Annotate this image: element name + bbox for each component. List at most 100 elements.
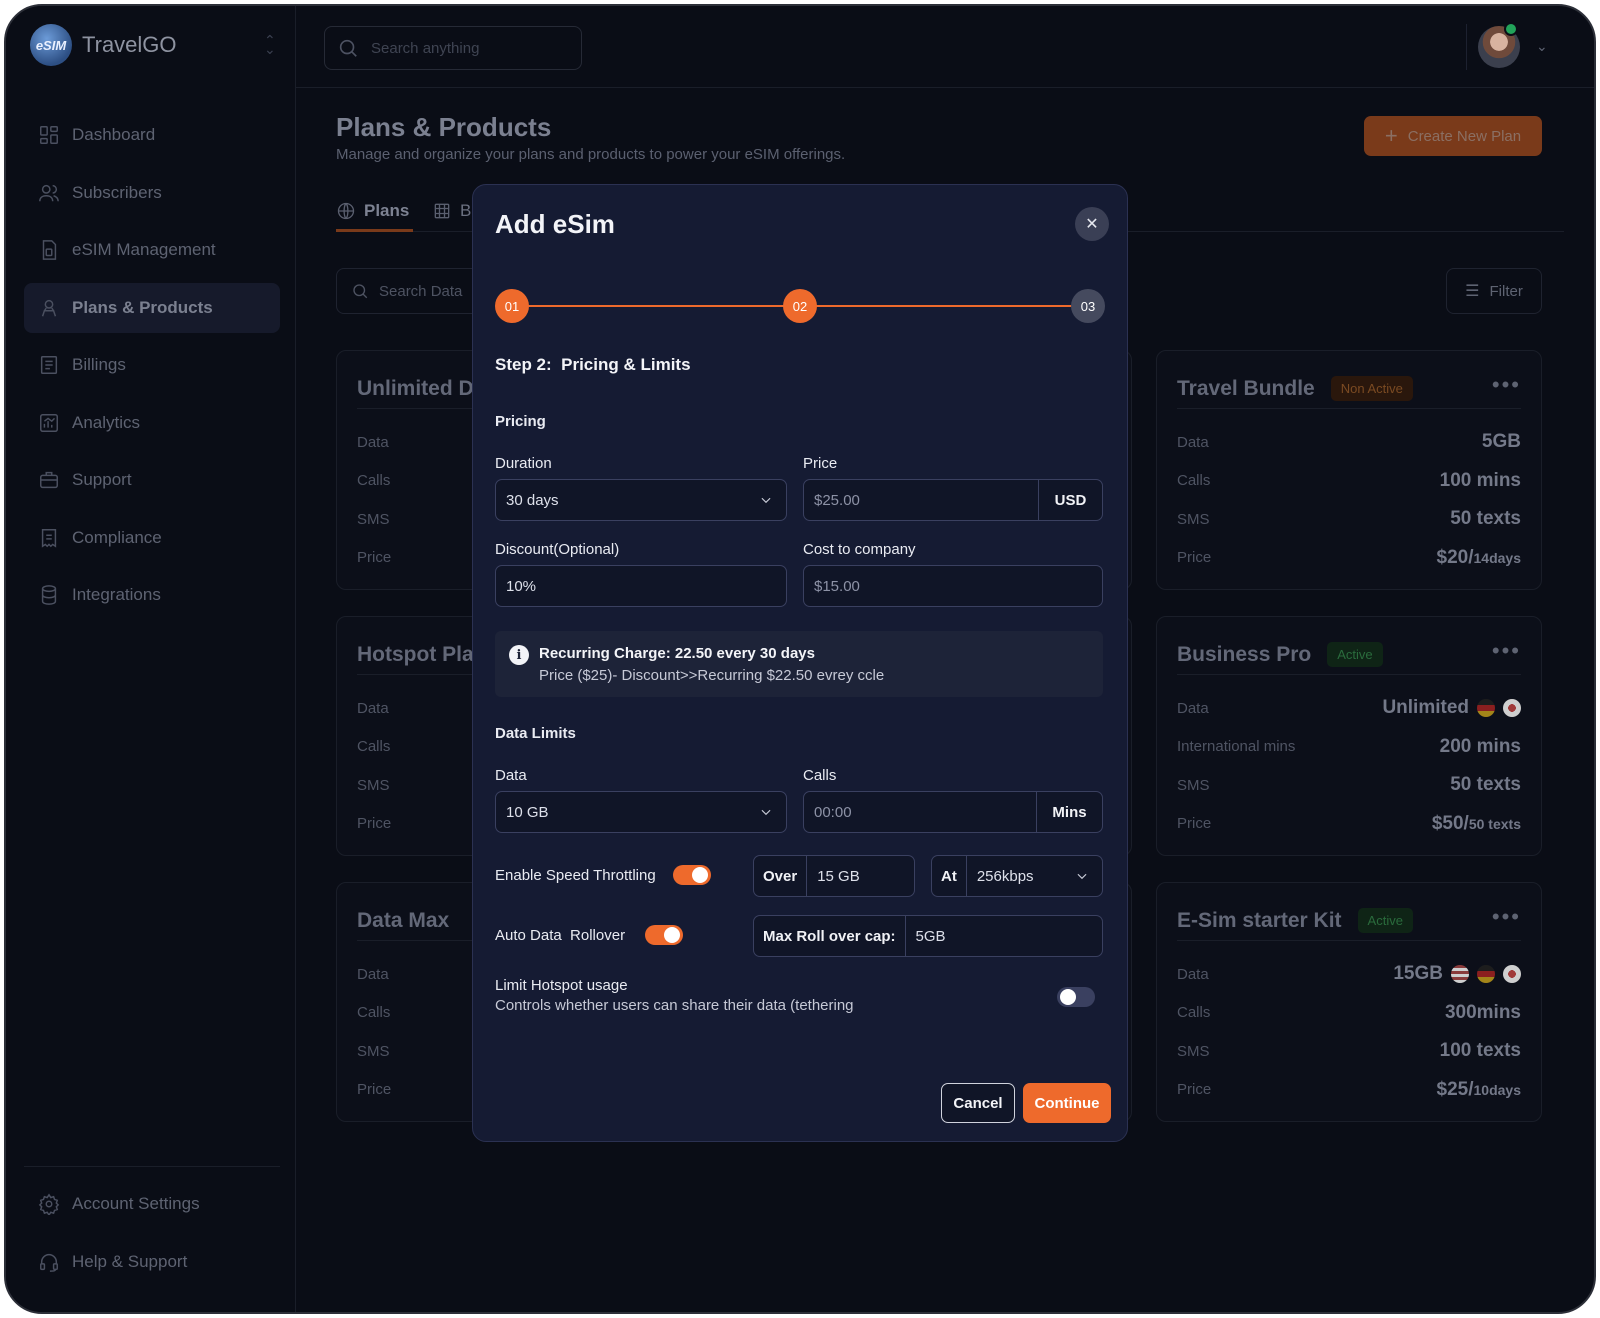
data-limits-section-title: Data Limits: [495, 725, 576, 742]
price-placeholder: $25.00: [814, 491, 860, 509]
card-rows: Data Unlimited International mins 200 mins…: [1177, 689, 1521, 843]
rollover-toggle[interactable]: [645, 925, 683, 945]
plans-search[interactable]: Search Data: [336, 268, 486, 314]
tab-plans[interactable]: Plans: [336, 192, 414, 232]
row-label: International mins: [1177, 738, 1296, 756]
sidebar-item-billings[interactable]: Billings: [24, 340, 280, 390]
online-status-dot: [1504, 22, 1518, 36]
search-icon: [339, 39, 357, 57]
hotspot-label: Limit Hotspot usage: [495, 977, 628, 994]
row-label: Calls: [357, 1004, 391, 1022]
card-row: Calls 100 mins: [1177, 462, 1521, 501]
row-value: $25/10days: [1437, 1079, 1521, 1101]
sidebar-item-compliance[interactable]: Compliance: [24, 513, 280, 563]
status-badge: Active: [1327, 642, 1383, 667]
sidebar-item-label: Support: [72, 470, 132, 489]
chevron-down-icon[interactable]: ⌄: [1536, 38, 1548, 54]
global-search[interactable]: Search anything: [324, 26, 582, 70]
app-window: eSIM TravelGO ⌃ ⌄ Dashboard Subscribers e…: [4, 4, 1596, 1314]
price-input[interactable]: $25.00 USD: [803, 479, 1103, 521]
sidebar-item-esim-management[interactable]: eSIM Management: [24, 225, 280, 275]
calls-input[interactable]: 00:00 Mins: [803, 791, 1103, 833]
create-new-plan-label: Create New Plan: [1407, 127, 1522, 145]
card-row: Price $25/10days: [1177, 1071, 1521, 1110]
workspace-switch-icon[interactable]: ⌃ ⌄: [264, 32, 276, 57]
add-esim-modal: Add eSim ✕ 01 02 03 Step 2: Pricing & Li…: [472, 184, 1128, 1142]
row-label: Data: [357, 965, 389, 983]
filter-button[interactable]: ☰ Filter: [1446, 268, 1542, 314]
card-row: Calls: [357, 728, 1111, 767]
toggle-knob: [664, 927, 680, 943]
more-options-icon[interactable]: •••: [1491, 904, 1521, 929]
rollover-cap-input[interactable]: Max Roll over cap: 5GB: [753, 915, 1103, 957]
throttle-speed-select[interactable]: At 256kbps: [931, 855, 1103, 897]
row-label: Calls: [357, 472, 391, 490]
search-input[interactable]: Search anything: [371, 39, 480, 57]
card-row: Data: [357, 689, 1111, 728]
tab-label: Plans: [364, 201, 410, 220]
sidebar-item-subscribers[interactable]: Subscribers: [24, 168, 280, 218]
step-connector: [512, 305, 800, 307]
card-row: Calls: [357, 462, 1111, 501]
plan-card-travel-bundle[interactable]: Travel Bundle Non Active ••• Data 5GB Cal…: [1156, 350, 1542, 590]
step-2[interactable]: 02: [783, 289, 817, 323]
plan-card-business-pro[interactable]: Business Pro Active ••• Data Unlimited In…: [1156, 616, 1542, 856]
row-value: 300mins: [1444, 1001, 1521, 1023]
close-icon[interactable]: ✕: [1075, 207, 1109, 241]
card-row: SMS 100 texts: [1177, 1032, 1521, 1071]
data-value: Unlimited: [1382, 697, 1469, 719]
row-label: Price: [357, 815, 392, 833]
discount-input[interactable]: 10%: [495, 565, 787, 607]
gear-icon: [38, 1193, 60, 1215]
filter-label: Filter: [1489, 282, 1523, 300]
hotspot-toggle[interactable]: [1057, 987, 1095, 1007]
tab-bundles[interactable]: B: [432, 192, 471, 230]
throttle-over-input[interactable]: Over 15 GB: [753, 855, 915, 897]
row-label: Price: [1177, 1081, 1212, 1099]
more-options-icon[interactable]: •••: [1491, 372, 1521, 397]
step-1[interactable]: 01: [495, 289, 529, 323]
data-select[interactable]: 10 GB: [495, 791, 787, 833]
sim-icon: [42, 240, 57, 260]
sidebar-item-integrations[interactable]: Integrations: [24, 570, 280, 620]
sidebar-nav: Dashboard Subscribers eSIM Management Pl…: [24, 110, 280, 628]
sidebar-item-support[interactable]: Support: [24, 455, 280, 505]
continue-button[interactable]: Continue: [1023, 1083, 1111, 1123]
sidebar-item-label: Billings: [72, 355, 126, 374]
row-label: SMS: [1177, 510, 1210, 528]
create-new-plan-button[interactable]: + Create New Plan: [1364, 116, 1542, 156]
calls-label: Calls: [803, 767, 837, 784]
toggle-knob: [692, 867, 708, 883]
price-value: $50/: [1431, 812, 1469, 834]
chevron-down-icon: [746, 493, 786, 507]
row-label: Data: [1177, 965, 1209, 983]
card-row: SMS: [357, 500, 1111, 539]
brand[interactable]: eSIM TravelGO: [30, 24, 177, 66]
plan-card-esim-starter-kit[interactable]: E-Sim starter Kit Active ••• Data 15GB Ca…: [1156, 882, 1542, 1122]
sidebar-item-help-support[interactable]: Help & Support: [24, 1237, 280, 1287]
sidebar-item-label: Plans & Products: [72, 297, 213, 317]
card-row: Price: [357, 539, 1111, 578]
sidebar-item-account-settings[interactable]: Account Settings: [24, 1179, 280, 1229]
plans-search-input[interactable]: Search Data: [379, 282, 463, 300]
card-row: Data: [357, 955, 1111, 994]
duration-select[interactable]: 30 days: [495, 479, 787, 521]
cancel-button[interactable]: Cancel: [941, 1083, 1015, 1123]
card-row: Data 5GB: [1177, 423, 1521, 462]
sidebar-item-label: Analytics: [72, 412, 141, 432]
card-title: Unlimited D: [357, 376, 474, 400]
sidebar-item-plans-products[interactable]: Plans & Products: [24, 282, 280, 333]
row-label: Calls: [1177, 472, 1211, 490]
row-label: SMS: [357, 776, 390, 794]
more-options-icon[interactable]: •••: [1491, 638, 1521, 663]
card-header: Business Pro Active •••: [1177, 635, 1521, 675]
row-label: SMS: [357, 1042, 390, 1060]
row-value: 50 texts: [1450, 774, 1521, 796]
sidebar-item-analytics[interactable]: Analytics: [24, 398, 280, 448]
currency-selector[interactable]: USD: [1038, 480, 1102, 520]
throttle-toggle[interactable]: [673, 865, 711, 885]
cost-input[interactable]: $15.00: [803, 565, 1103, 607]
step-3[interactable]: 03: [1071, 289, 1105, 323]
sidebar-item-dashboard[interactable]: Dashboard: [24, 110, 280, 160]
row-value: 15GB: [1393, 963, 1521, 985]
